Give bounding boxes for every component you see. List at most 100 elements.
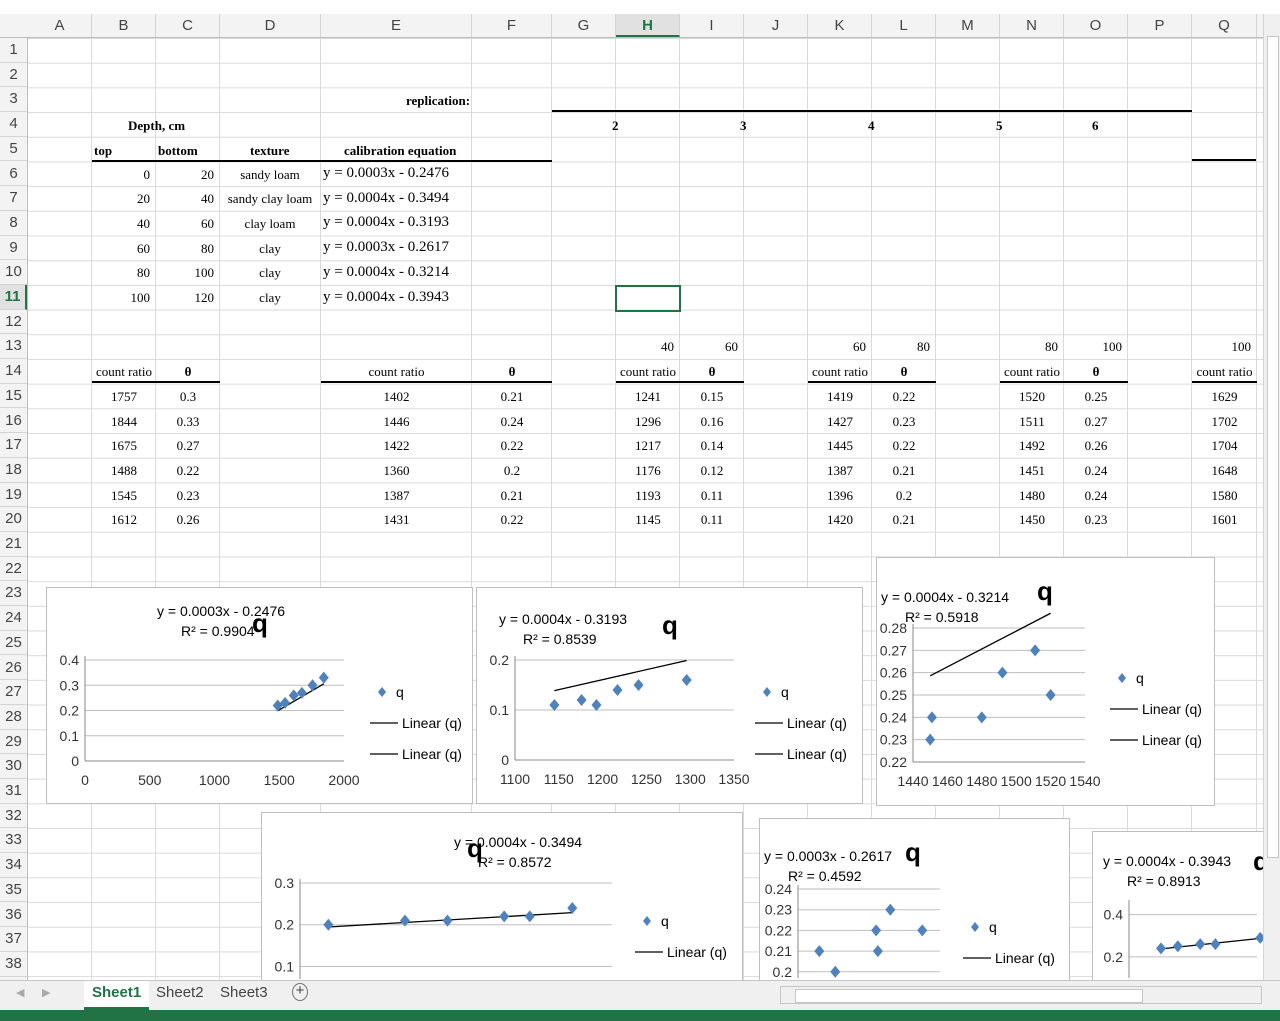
chart-40-60cm[interactable]: 0 0.1 0.2 1100 1150 1200 1250 1300 1350 y = 0.000… xyxy=(476,587,863,804)
column-header-F[interactable]: F xyxy=(472,14,552,37)
theta-cell[interactable]: 0.26 xyxy=(176,512,200,528)
column-header-M[interactable]: M xyxy=(936,14,1000,37)
tab-sheet1[interactable]: Sheet1 xyxy=(84,981,150,1010)
replication-5[interactable]: 5 xyxy=(996,118,1003,133)
count-ratio-cell[interactable]: 1387 xyxy=(827,462,853,478)
depth-boundary-i[interactable]: 60 xyxy=(725,339,738,355)
row-header-16[interactable]: 16 xyxy=(0,409,27,434)
row-header-9[interactable]: 9 xyxy=(0,236,27,261)
count-ratio-cell[interactable]: 1601 xyxy=(1211,512,1238,528)
count-ratio-cell[interactable]: 1193 xyxy=(635,487,661,503)
depth-bottom-cell[interactable]: 120 xyxy=(194,290,215,305)
chart-0-20cm[interactable]: 0 0.1 0.2 0.3 0.4 0 500 1000 1500 2000 y = 0.0003x… xyxy=(46,587,473,804)
row-header-13[interactable]: 13 xyxy=(0,334,27,360)
column-header-I[interactable]: I xyxy=(680,14,744,37)
count-ratio-cell[interactable]: 1492 xyxy=(1019,438,1045,454)
row-header-5[interactable]: 5 xyxy=(0,137,27,162)
column-header-N[interactable]: N xyxy=(1000,14,1064,37)
row-header-21[interactable]: 21 xyxy=(0,532,27,557)
tab-sheet3[interactable]: Sheet3 xyxy=(220,984,268,1001)
row-header-30[interactable]: 30 xyxy=(0,754,27,779)
row-header-25[interactable]: 25 xyxy=(0,631,27,656)
count-ratio-header[interactable]: count ratio xyxy=(812,364,868,380)
row-header-29[interactable]: 29 xyxy=(0,730,27,755)
count-ratio-cell[interactable]: 1445 xyxy=(827,438,853,454)
row-header-3[interactable]: 3 xyxy=(0,87,27,113)
column-header-D[interactable]: D xyxy=(220,14,321,37)
theta-cell[interactable]: 0.21 xyxy=(892,462,916,478)
row-header-36[interactable]: 36 xyxy=(0,903,27,928)
count-ratio-header[interactable]: count ratio xyxy=(368,364,425,380)
count-ratio-cell[interactable]: 1520 xyxy=(1019,388,1045,404)
theta-cell[interactable]: 0.16 xyxy=(700,413,724,429)
depth-boundary-h[interactable]: 40 xyxy=(661,339,674,355)
count-ratio-cell[interactable]: 1427 xyxy=(827,413,853,429)
column-header-B[interactable]: B xyxy=(92,14,156,37)
count-ratio-cell[interactable]: 1545 xyxy=(111,487,137,503)
theta-header[interactable]: θ xyxy=(184,364,192,380)
row-header-19[interactable]: 19 xyxy=(0,483,27,508)
depth-boundary-n[interactable]: 80 xyxy=(1045,339,1058,355)
header-bottom[interactable]: bottom xyxy=(158,143,198,158)
row-header-37[interactable]: 37 xyxy=(0,927,27,952)
theta-header[interactable]: θ xyxy=(900,364,908,380)
column-header-G[interactable]: G xyxy=(552,14,616,37)
column-header-Q[interactable]: Q xyxy=(1192,14,1257,37)
horizontal-scroll-thumb[interactable] xyxy=(795,989,1143,1003)
theta-cell[interactable]: 0.21 xyxy=(500,388,524,404)
theta-cell[interactable]: 0.27 xyxy=(176,438,200,454)
count-ratio-cell[interactable]: 1648 xyxy=(1211,462,1238,478)
count-ratio-cell[interactable]: 1757 xyxy=(111,388,137,404)
theta-cell[interactable]: 0.21 xyxy=(500,487,524,503)
row-header-34[interactable]: 34 xyxy=(0,853,27,878)
count-ratio-cell[interactable]: 1422 xyxy=(383,438,410,454)
horizontal-scrollbar[interactable] xyxy=(780,986,1262,1004)
count-ratio-cell[interactable]: 1396 xyxy=(827,487,853,503)
count-ratio-cell[interactable]: 1704 xyxy=(1211,438,1238,454)
count-ratio-cell[interactable]: 1675 xyxy=(111,438,137,454)
count-ratio-cell[interactable]: 1419 xyxy=(827,388,853,404)
depth-bottom-cell[interactable]: 40 xyxy=(201,191,214,207)
depth-bottom-cell[interactable]: 20 xyxy=(201,166,214,182)
tab-nav-prev[interactable]: ◀ xyxy=(16,987,25,999)
theta-cell[interactable]: 0.22 xyxy=(176,462,200,478)
theta-cell[interactable]: 0.11 xyxy=(700,487,724,503)
row-header-35[interactable]: 35 xyxy=(0,878,27,903)
theta-cell[interactable]: 0.23 xyxy=(176,487,200,503)
count-ratio-cell[interactable]: 1629 xyxy=(1211,388,1238,404)
column-header-K[interactable]: K xyxy=(808,14,872,37)
row-header-31[interactable]: 31 xyxy=(0,779,27,804)
row-header-17[interactable]: 17 xyxy=(0,433,27,458)
texture-cell[interactable]: clay loam xyxy=(244,215,296,231)
texture-cell[interactable]: clay xyxy=(259,290,281,305)
row-header-23[interactable]: 23 xyxy=(0,581,27,607)
theta-cell[interactable]: 0.22 xyxy=(500,512,524,528)
row-header-14[interactable]: 14 xyxy=(0,359,27,384)
texture-cell[interactable]: clay xyxy=(259,265,281,281)
row-header-20[interactable]: 20 xyxy=(0,507,27,532)
row-header-12[interactable]: 12 xyxy=(0,310,27,335)
row-header-1[interactable]: 1 xyxy=(0,38,27,63)
theta-header[interactable]: θ xyxy=(1092,364,1100,380)
row-header-24[interactable]: 24 xyxy=(0,606,27,631)
theta-cell[interactable]: 0.24 xyxy=(1084,487,1108,503)
count-ratio-cell[interactable]: 1451 xyxy=(1019,462,1045,478)
depth-bottom-cell[interactable]: 80 xyxy=(201,240,214,256)
theta-cell[interactable]: 0.11 xyxy=(700,512,724,528)
equation-cell[interactable]: y = 0.0004x - 0.3943 xyxy=(323,288,449,305)
theta-cell[interactable]: 0.22 xyxy=(892,388,916,404)
theta-cell[interactable]: 0.23 xyxy=(1084,512,1108,528)
count-ratio-cell[interactable]: 1488 xyxy=(111,462,137,478)
theta-header[interactable]: θ xyxy=(708,364,716,380)
theta-cell[interactable]: 0.26 xyxy=(1084,438,1108,454)
depth-top-cell[interactable]: 80 xyxy=(137,265,150,281)
texture-cell[interactable]: clay xyxy=(259,240,281,256)
count-ratio-cell[interactable]: 1176 xyxy=(635,462,661,478)
chart-100-120cm[interactable]: 0.2 0.4 y = 0.0004x - 0.3943 R² = 0.8913 q xyxy=(1092,831,1265,982)
theta-header[interactable]: θ xyxy=(508,364,516,380)
row-header-15[interactable]: 15 xyxy=(0,384,27,409)
row-header-33[interactable]: 33 xyxy=(0,828,27,854)
row-header-22[interactable]: 22 xyxy=(0,557,27,582)
depth-boundary-q[interactable]: 100 xyxy=(1231,339,1252,355)
count-ratio-header[interactable]: count ratio xyxy=(96,364,152,380)
